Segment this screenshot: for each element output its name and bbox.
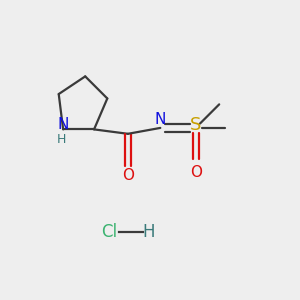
Text: Cl: Cl: [101, 224, 117, 242]
Text: H: H: [57, 133, 66, 146]
Text: N: N: [154, 112, 166, 127]
Text: O: O: [190, 165, 202, 180]
Text: O: O: [122, 167, 134, 182]
Text: H: H: [142, 224, 155, 242]
Text: N: N: [58, 118, 69, 133]
Text: S: S: [190, 116, 201, 134]
